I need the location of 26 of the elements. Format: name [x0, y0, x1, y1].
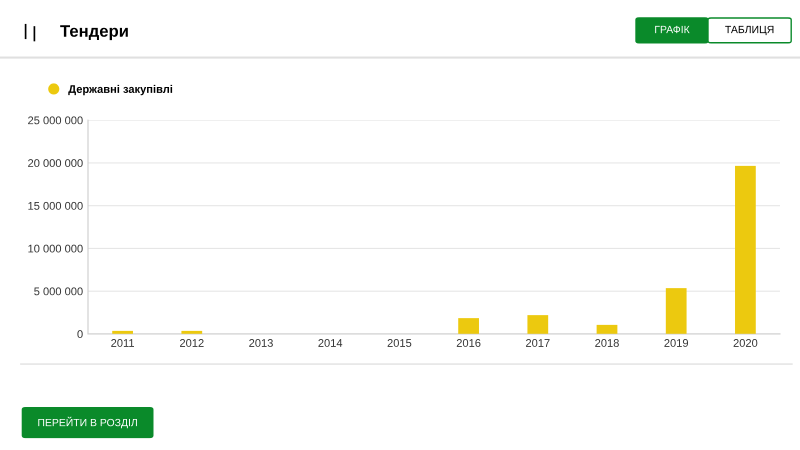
text: ПЕРЕЙТИ В РОЗДІЛ	[38, 416, 137, 428]
x-tick-label: 2011	[111, 339, 134, 347]
legend-label: Державні закупівлі	[68, 84, 172, 96]
x-tick-label: 2016	[456, 339, 480, 347]
x-tick-label: 2014	[318, 339, 342, 347]
text: ГРАФІК	[655, 26, 690, 34]
x-tick-label: 2013	[249, 339, 273, 347]
text: ТАБЛИЦЯ	[725, 26, 774, 36]
y-tick-label: 0	[77, 330, 83, 338]
x-tick-label: 2018	[595, 339, 619, 347]
y-tick-label: 15 000 000	[28, 202, 83, 210]
bar	[735, 166, 756, 334]
bar	[666, 288, 687, 334]
y-tick-label: 5 000 000	[34, 287, 83, 296]
x-tick-label: 2015	[388, 339, 412, 347]
y-tick-label: 10 000 000	[28, 244, 83, 253]
bar	[458, 318, 479, 334]
x-tick-label: 2012	[180, 339, 204, 347]
x-tick-label: 2020	[734, 339, 758, 347]
bar	[527, 315, 548, 334]
x-tick-label: 2017	[526, 339, 550, 347]
y-tick-label: 20 000 000	[28, 159, 83, 168]
y-tick-label: 25 000 000	[28, 116, 83, 124]
bar	[596, 324, 618, 334]
chart-title: Тендери	[60, 25, 128, 40]
x-tick-label: 2019	[664, 339, 688, 347]
